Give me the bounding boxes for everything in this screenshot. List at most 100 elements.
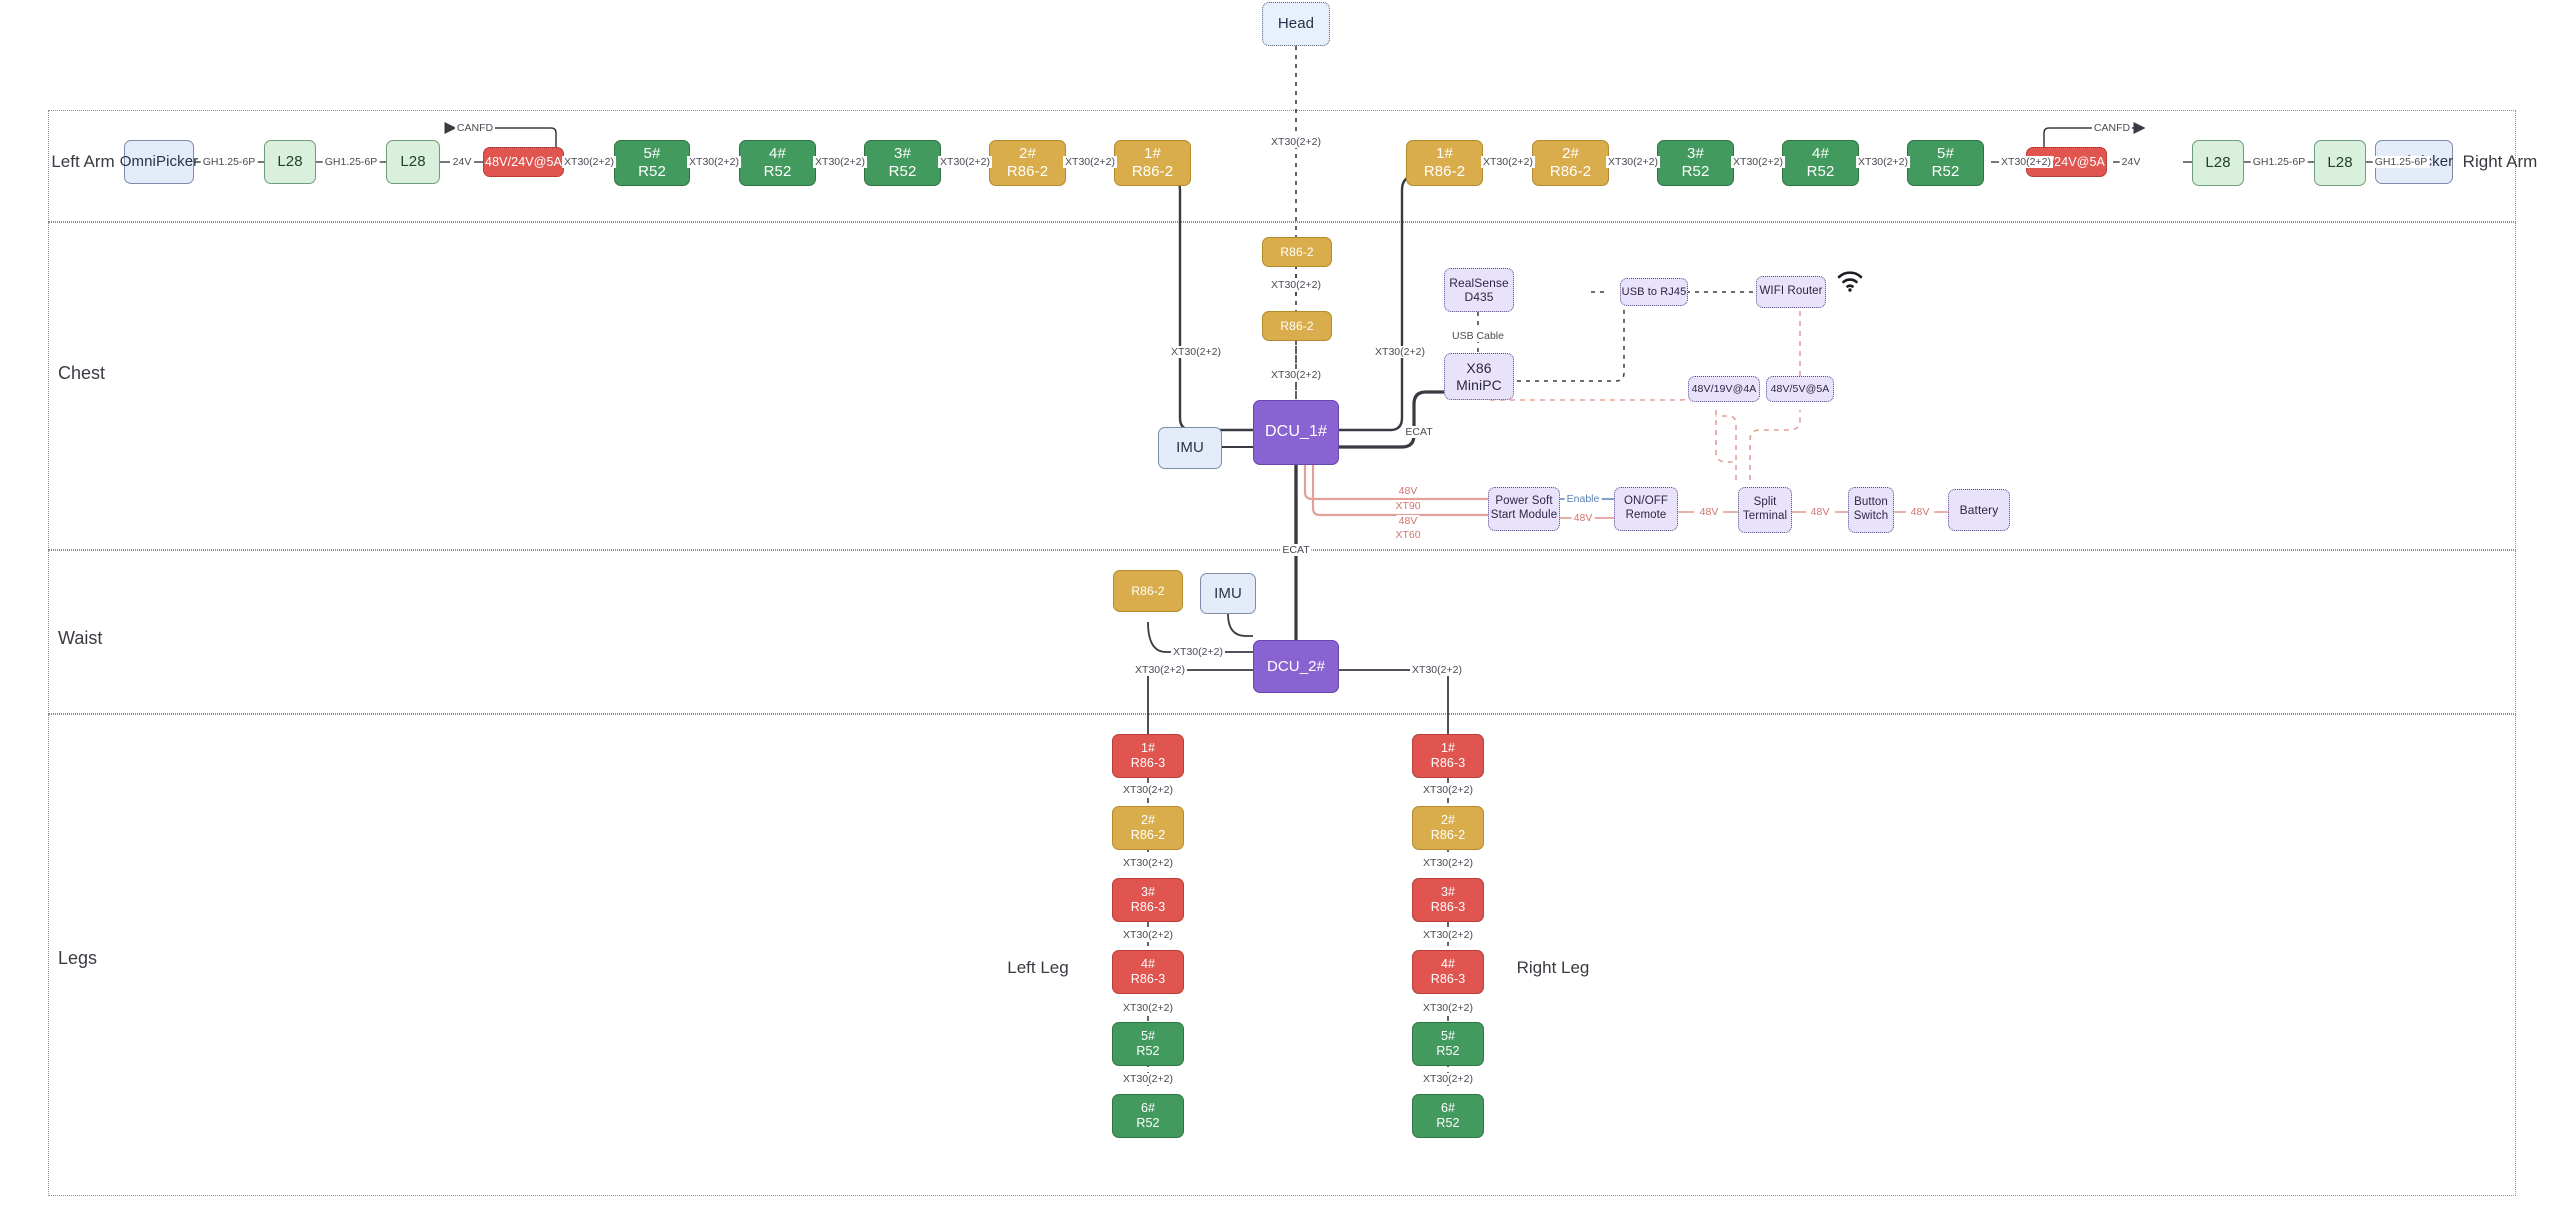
node-label-line2: R52 xyxy=(1681,163,1710,180)
wire-label-left-arm-0: GH1.25-6P xyxy=(200,156,258,168)
node-left-arm-l28-outer[interactable]: L28 xyxy=(264,140,316,184)
node-label: 48V/19V@4A xyxy=(1691,382,1757,395)
node-left-leg-joint-6[interactable]: 6# R52 xyxy=(1112,1094,1184,1138)
node-converter-5v[interactable]: 48V/5V@5A xyxy=(1766,376,1834,402)
wire-label-right-arm-canfd: CANFD xyxy=(2091,122,2133,134)
node-left-leg-joint-4[interactable]: 4# R86-3 xyxy=(1112,950,1184,994)
node-right-leg-joint-2[interactable]: 2# R86-2 xyxy=(1412,806,1484,850)
wire-label-button-to-battery: 48V xyxy=(1908,506,1932,518)
node-label-line1: 3# xyxy=(1440,885,1456,900)
node-label: R86-2 xyxy=(1280,318,1314,333)
node-label-line2: R52 xyxy=(1931,163,1960,180)
node-head[interactable]: Head xyxy=(1262,2,1330,46)
node-label-line1: Split xyxy=(1753,496,1777,509)
node-x86-minipc[interactable]: X86 MiniPC xyxy=(1444,353,1514,400)
node-label-line1: 6# xyxy=(1140,1101,1156,1116)
node-label-line2: R52 xyxy=(1436,1044,1460,1058)
node-label-line2: R86-3 xyxy=(1430,900,1466,914)
node-label-line1: 1# xyxy=(1140,741,1156,756)
wire-label-neck-0: XT30(2+2) xyxy=(1269,279,1323,291)
node-head-label: Head xyxy=(1277,15,1315,33)
node-label-line2: R52 xyxy=(1436,1116,1460,1130)
node-left-arm-joint-4[interactable]: 4# R52 xyxy=(739,140,816,186)
node-right-leg-joint-3[interactable]: 3# R86-3 xyxy=(1412,878,1484,922)
node-label-line2: R86-2 xyxy=(1549,163,1592,180)
node-label-line1: 1# xyxy=(1436,145,1453,163)
node-right-leg-joint-5[interactable]: 5# R52 xyxy=(1412,1022,1484,1066)
node-label-line1: 4# xyxy=(769,145,786,163)
wire-label-right-leg-0: XT30(2+2) xyxy=(1421,784,1475,796)
wire-label-feed-top-conn: XT90 xyxy=(1393,500,1423,512)
node-right-arm-l28-inner[interactable]: L28 xyxy=(2192,140,2244,186)
node-left-arm-omnipicker[interactable]: OmniPicker xyxy=(120,140,198,184)
node-power-soft-start-module[interactable]: Power Soft Start Module xyxy=(1488,487,1560,531)
node-right-leg-joint-4[interactable]: 4# R86-3 xyxy=(1412,950,1484,994)
node-left-leg-joint-1[interactable]: 1# R86-3 xyxy=(1112,734,1184,778)
node-label: WIFI Router xyxy=(1759,285,1823,298)
node-label-line1: 3# xyxy=(1140,885,1156,900)
node-label: USB to RJ45 xyxy=(1621,285,1687,298)
wire-label-right-arm-7: GH1.25-6P xyxy=(2372,156,2430,168)
node-dcu-2[interactable]: DCU_2# xyxy=(1253,640,1339,693)
node-right-leg-joint-1[interactable]: 1# R86-3 xyxy=(1412,734,1484,778)
wire-label-ecat-down: ECAT xyxy=(1280,544,1312,556)
node-right-arm-joint-5[interactable]: 5# R52 xyxy=(1907,140,1984,186)
node-chest-imu[interactable]: IMU xyxy=(1158,427,1222,469)
node-label-line2: R86-3 xyxy=(1430,972,1466,986)
node-left-leg-joint-5[interactable]: 5# R52 xyxy=(1112,1022,1184,1066)
node-wifi-router[interactable]: WIFI Router xyxy=(1756,276,1826,308)
node-label-line1: Power Soft xyxy=(1495,495,1553,508)
node-left-arm-l28-inner[interactable]: L28 xyxy=(386,140,440,184)
wire-label-right-leg-3: XT30(2+2) xyxy=(1421,1002,1475,1014)
section-band-legs xyxy=(48,714,2516,1196)
node-neck-joint-lower[interactable]: R86-2 xyxy=(1262,311,1332,341)
node-left-leg-joint-3[interactable]: 3# R86-3 xyxy=(1112,878,1184,922)
node-label-line1: 4# xyxy=(1140,957,1156,972)
wire-label-dcu2-to-left-leg: XT30(2+2) xyxy=(1133,664,1187,676)
section-band-arms xyxy=(48,110,2516,222)
node-converter-19v[interactable]: 48V/19V@4A xyxy=(1688,376,1760,402)
node-right-leg-joint-6[interactable]: 6# R52 xyxy=(1412,1094,1484,1138)
node-waist-imu[interactable]: IMU xyxy=(1200,573,1256,614)
node-realsense-d435[interactable]: RealSense D435 xyxy=(1444,268,1514,312)
node-label: 48V/24V@5A xyxy=(485,154,562,169)
node-usb-to-rj45[interactable]: USB to RJ45 xyxy=(1620,278,1688,306)
node-left-arm-joint-2[interactable]: 2# R86-2 xyxy=(989,140,1066,186)
node-label-line2: R52 xyxy=(763,163,792,180)
node-right-arm-joint-2[interactable]: 2# R86-2 xyxy=(1532,140,1609,186)
node-left-leg-joint-2[interactable]: 2# R86-2 xyxy=(1112,806,1184,850)
node-battery[interactable]: Battery xyxy=(1948,489,2010,531)
node-label-line2: R86-3 xyxy=(1130,900,1166,914)
wire-label-left-arm-to-dcu: XT30(2+2) xyxy=(1169,346,1223,358)
node-label: L28 xyxy=(277,153,303,171)
node-onoff-remote[interactable]: ON/OFF Remote xyxy=(1614,487,1678,531)
node-neck-joint-upper[interactable]: R86-2 xyxy=(1262,237,1332,267)
wire-label-right-leg-2: XT30(2+2) xyxy=(1421,929,1475,941)
node-button-switch[interactable]: Button Switch xyxy=(1848,487,1894,533)
node-label-line1: 2# xyxy=(1019,145,1036,163)
node-label-line1: 5# xyxy=(1937,145,1954,163)
node-label: IMU xyxy=(1176,439,1204,457)
wire-label-left-arm-4: XT30(2+2) xyxy=(687,156,741,168)
wire-label-left-leg-0: XT30(2+2) xyxy=(1121,784,1175,796)
node-label-line2: R86-3 xyxy=(1130,756,1166,770)
node-right-arm-joint-4[interactable]: 4# R52 xyxy=(1782,140,1859,186)
node-label: L28 xyxy=(400,153,426,171)
node-left-arm-joint-5[interactable]: 5# R52 xyxy=(614,140,690,186)
node-left-arm-converter[interactable]: 48V/24V@5A xyxy=(483,147,564,177)
wire-label-right-leg-4: XT30(2+2) xyxy=(1421,1073,1475,1085)
node-dcu-1[interactable]: DCU_1# xyxy=(1253,400,1339,465)
node-split-terminal[interactable]: Split Terminal xyxy=(1738,487,1792,533)
node-waist-joint[interactable]: R86-2 xyxy=(1113,570,1183,612)
node-right-arm-joint-3[interactable]: 3# R52 xyxy=(1657,140,1734,186)
node-label-line1: 4# xyxy=(1812,145,1829,163)
node-left-arm-joint-1[interactable]: 1# R86-2 xyxy=(1114,140,1191,186)
node-label: L28 xyxy=(2205,154,2231,172)
node-label-line2: Remote xyxy=(1625,509,1667,521)
node-label-line2: Terminal xyxy=(1742,510,1788,522)
node-right-arm-joint-1[interactable]: 1# R86-2 xyxy=(1406,140,1483,186)
node-label: DCU_1# xyxy=(1265,423,1327,441)
node-left-arm-joint-3[interactable]: 3# R52 xyxy=(864,140,941,186)
node-label-line2: Switch xyxy=(1853,510,1889,522)
node-right-arm-l28-outer[interactable]: L28 xyxy=(2314,140,2366,186)
